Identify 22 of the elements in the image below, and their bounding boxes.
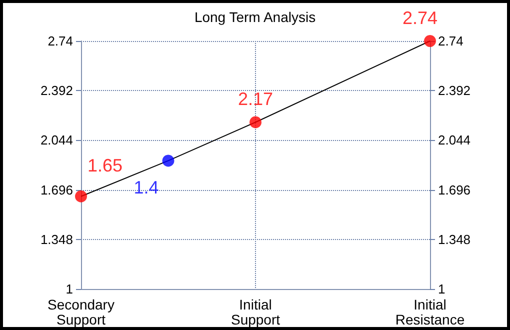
y-tick-label: 2.044	[40, 132, 73, 148]
chart-title: Long Term Analysis	[194, 9, 316, 25]
y2-tick-label: 1.348	[438, 232, 471, 247]
y-tick-label: 2.74	[48, 34, 73, 48]
y-tick-label: 2.392	[40, 83, 73, 98]
y2-tick-label: 2.044	[438, 132, 471, 148]
y-tick-label: 1.696	[40, 182, 73, 198]
point	[424, 35, 436, 47]
data-label: 1.65	[87, 155, 123, 176]
y2-tick-label: 2.74	[438, 34, 464, 48]
data-label: 2.74	[402, 8, 438, 28]
y-tick-label: 1	[66, 282, 73, 296]
data-label: 2.17	[238, 89, 274, 110]
y-tick-label: 1.348	[40, 232, 73, 247]
point	[162, 154, 174, 167]
x-tick-label: Initial Resistance	[395, 296, 465, 328]
annotation: 1.4	[134, 178, 159, 198]
point	[75, 190, 87, 202]
point	[250, 116, 262, 128]
y2-tick-label: 2.392	[438, 83, 471, 98]
y2-tick-label: 1.696	[438, 182, 471, 198]
y2-tick-label: 1	[438, 282, 446, 296]
